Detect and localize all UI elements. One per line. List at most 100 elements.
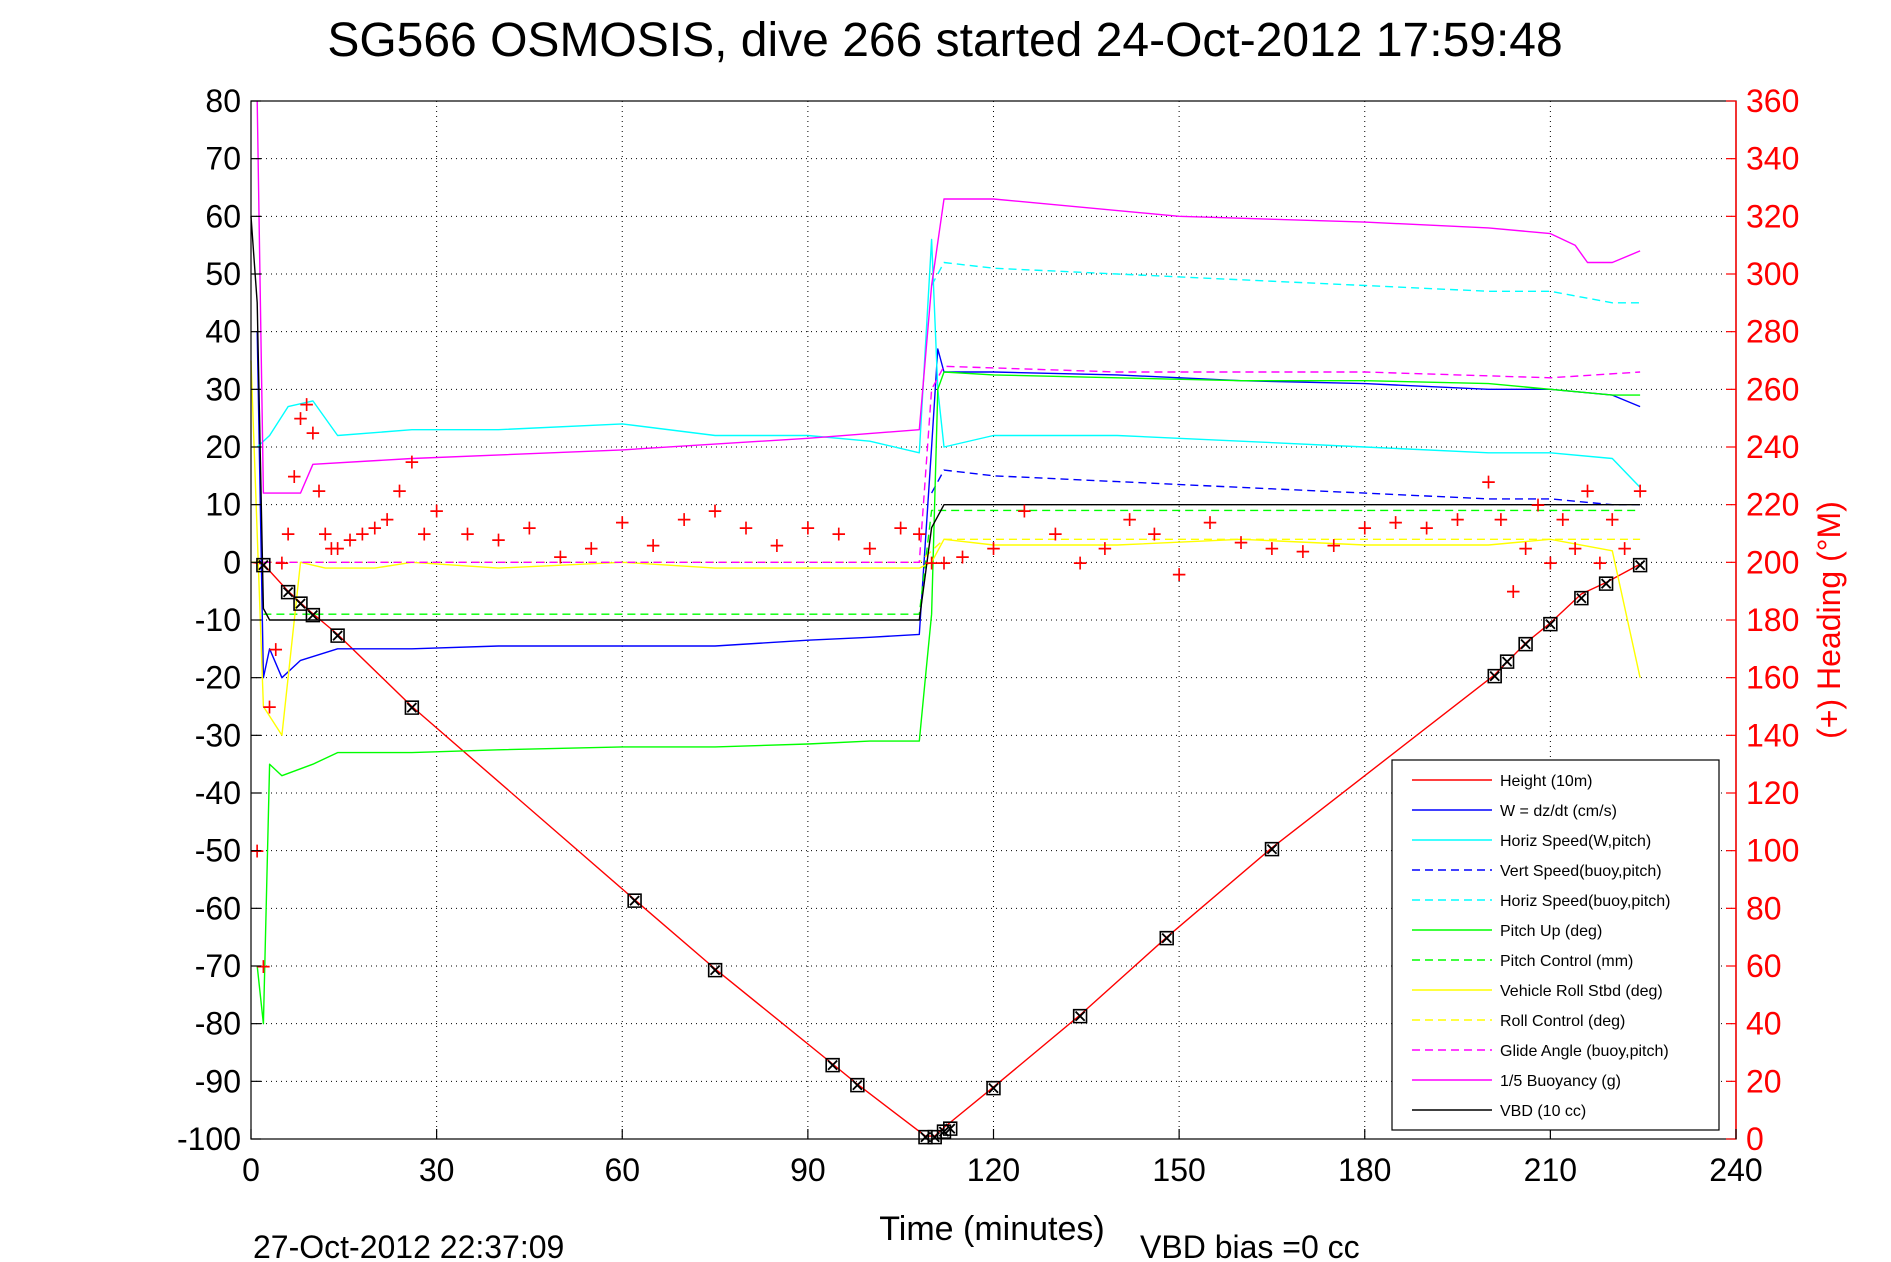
heading-point-11: + [317,522,334,546]
legend-label-10: 1/5 Buoyancy (g) [1500,1073,1621,1090]
legend: Height (10m) W = dz/dt (cm/s) Horiz Speed(… [1391,759,1720,1131]
heading-point-14: + [342,527,359,551]
series-layer [250,100,1641,1137]
right-tick-label-12: 120 [1746,775,1799,811]
x-axis: 0 30 60 90 120 150 180 210 240 [242,1129,1763,1188]
vbd-markers: ⊠⊠⊠⊠⊠⊠⊠⊠⊠⊠⊠⊠⊠⊠⊠⊠⊠⊠⊠⊠⊠⊠⊠⊠⊠ [254,553,1649,1150]
series-line-7 [250,360,1641,736]
series-line-11 [250,216,1641,621]
left-tick-label-17: -90 [195,1063,241,1099]
vbd-marker-4: ⊠ [328,623,346,648]
vbd-marker-12: ⊠ [935,1119,953,1144]
left-tick-label-11: -30 [195,717,241,753]
right-tick-label-1: 340 [1746,141,1799,177]
heading-point-10: + [311,478,328,502]
heading-point-27: + [614,510,631,534]
left-tick-label-18: -100 [177,1121,241,1157]
heading-point-31: + [738,516,755,540]
heading-point-57: + [1449,507,1466,531]
x-tick-label-2: 60 [604,1152,640,1188]
heading-point-60: + [1505,579,1522,603]
left-tick-label-5: 30 [205,371,241,407]
heading-point-65: + [1567,536,1584,560]
legend-label-8: Roll Control (deg) [1500,1013,1625,1030]
footer-timestamp: 27-Oct-2012 22:37:09 [253,1229,564,1262]
right-tick-label-9: 180 [1746,602,1799,638]
right-tick-label-15: 60 [1746,948,1782,984]
heading-point-6: + [286,464,303,488]
x-tick-label-8: 240 [1709,1152,1762,1188]
legend-label-5: Pitch Up (deg) [1500,923,1602,940]
series-line-10 [256,100,1641,494]
vbd-marker-24: ⊠ [1631,553,1649,578]
vbd-marker-23: ⊠ [1597,572,1615,597]
x-tick-label-7: 210 [1524,1152,1577,1188]
heading-point-3: + [267,637,284,661]
vbd-marker-22: ⊠ [1572,586,1590,611]
left-axis: 80 70 60 50 40 30 20 10 0 -10 -20 -30 -40 -50 -60 -70 -8… [177,83,261,1157]
heading-point-50: + [1233,530,1250,554]
left-tick-label-16: -80 [195,1006,241,1042]
heading-point-69: + [1616,536,1633,560]
vbd-marker-5: ⊠ [403,696,421,721]
vbd-marker-20: ⊠ [1516,632,1534,657]
heading-point-58: + [1480,470,1497,494]
legend-box [1391,759,1720,1131]
heading-point-9: + [304,421,321,445]
vbd-marker-8: ⊠ [823,1053,841,1078]
vbd-marker-11: ⊠ [926,1125,944,1150]
heading-point-63: + [1542,550,1559,574]
x-tick-label-5: 150 [1152,1152,1205,1188]
heading-point-25: + [552,545,569,569]
right-tick-label-10: 160 [1746,660,1799,696]
heading-point-53: + [1325,533,1342,557]
right-tick-label-6: 240 [1746,429,1799,465]
heading-point-36: + [892,516,909,540]
chart-title: SG566 OSMOSIS, dive 266 started 24-Oct-2… [327,14,1562,67]
left-tick-label-7: 10 [205,487,241,523]
heading-point-54: + [1356,516,1373,540]
right-tick-label-3: 300 [1746,256,1799,292]
heading-point-40: + [954,545,971,569]
heading-point-64: + [1554,507,1571,531]
right-tick-label-7: 220 [1746,487,1799,523]
heading-point-15: + [354,522,371,546]
heading-point-59: + [1492,507,1509,531]
right-tick-label-16: 40 [1746,1006,1782,1042]
heading-series: +++++++++++++++++++++++ + ++ ++++ ++++ +++ +++… [249,392,1649,978]
left-tick-label-15: -70 [195,948,241,984]
right-tick-label-13: 100 [1746,833,1799,869]
heading-point-23: + [490,527,507,551]
legend-label-2: Horiz Speed(W,pitch) [1500,833,1651,850]
legend-label-7: Vehicle Roll Stbd (deg) [1500,983,1663,1000]
heading-point-51: + [1264,536,1281,560]
left-tick-label-4: 40 [205,314,241,350]
heading-point-19: + [403,449,420,473]
left-tick-label-8: 0 [223,544,241,580]
heading-point-68: + [1604,507,1621,531]
heading-point-35: + [861,536,878,560]
heading-point-62: + [1530,493,1547,517]
heading-point-20: + [416,522,433,546]
heading-point-55: + [1387,510,1404,534]
heading-point-39: + [936,550,953,574]
series-line-9 [263,365,1641,563]
heading-point-29: + [676,507,693,531]
heading-point-13: + [329,536,346,560]
left-tick-label-12: -40 [195,775,241,811]
heading-point-66: + [1579,478,1596,502]
heading-point-52: + [1294,539,1311,563]
x-axis-label: Time (minutes) [879,1210,1104,1248]
heading-point-70: + [1632,478,1649,502]
heading-point-38: + [923,550,940,574]
heading-point-28: + [645,533,662,557]
series-line-3 [930,469,1641,506]
left-tick-label-6: 20 [205,429,241,465]
series-line-0 [250,561,1641,1137]
legend-label-1: W = dz/dt (cm/s) [1500,803,1617,820]
left-tick-label-14: -60 [195,890,241,926]
right-axis: 3603403203002802602402202001801601401201… [1726,83,1799,1157]
heading-point-8: + [298,392,315,416]
legend-label-4: Horiz Speed(buoy,pitch) [1500,893,1670,910]
